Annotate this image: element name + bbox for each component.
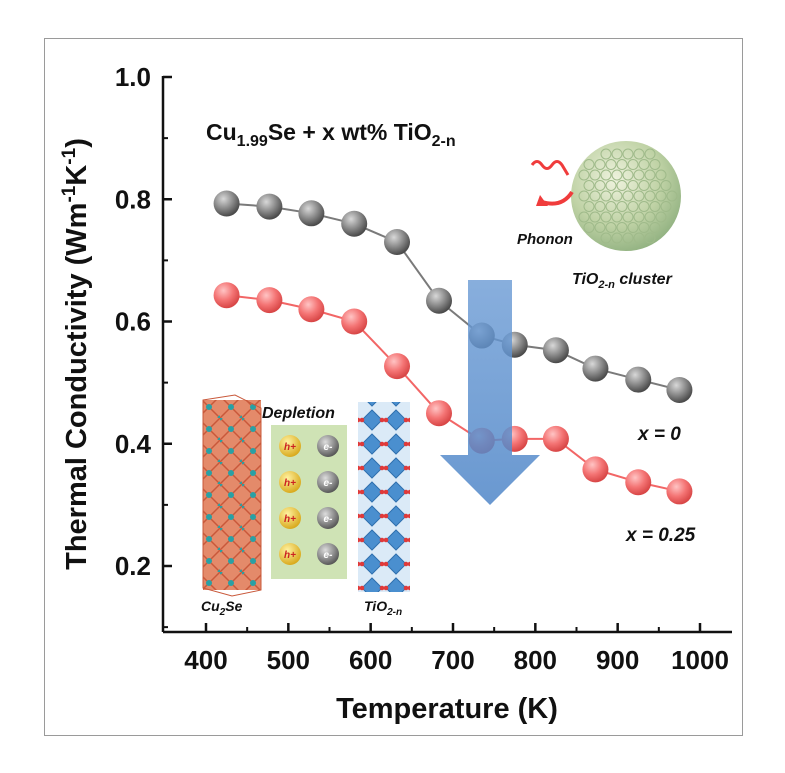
data-point-series-0 [625, 366, 652, 393]
x-tick-label: 700 [431, 645, 474, 675]
electron-carrier-label: e- [324, 550, 334, 561]
formula-label: Cu1.99Se + x wt% TiO2-n [206, 119, 456, 150]
phonon-label: Phonon [517, 231, 573, 248]
data-point-series-1 [625, 469, 652, 496]
electron-carrier-label: e- [324, 514, 334, 525]
data-point-series-0 [426, 287, 453, 314]
depletion-label: Depletion [262, 405, 335, 422]
cluster-label: TiO2-n cluster [572, 271, 673, 291]
y-ticks: 0.2 0.4 0.6 0.8 1.0 [115, 62, 172, 629]
phonon-scatter-arrow-icon [541, 190, 574, 206]
electron-carrier-label: e- [324, 442, 334, 453]
series-label-x0: x = 0 [637, 424, 681, 445]
figure-frame [44, 38, 743, 736]
x-axis-label: Temperature (K) [336, 693, 558, 725]
data-point-series-1 [542, 425, 569, 452]
x-ticks: 400 500 600 700 800 900 1000 [184, 623, 729, 675]
electron-carrier-icon [317, 471, 339, 493]
hole-carrier-icon [279, 471, 301, 493]
data-point-series-0 [384, 229, 411, 256]
tio2-structure-label: TiO2-n [364, 598, 402, 618]
x-tick-label: 800 [514, 645, 557, 675]
cu2se-structure-illustration [202, 394, 262, 597]
hole-carrier-label: h+ [284, 514, 296, 525]
tio2-structure-illustration [358, 402, 410, 592]
data-point-series-1 [582, 456, 609, 483]
electron-carrier-label: e- [324, 478, 334, 489]
hole-carrier-icon [279, 507, 301, 529]
data-point-series-0 [341, 210, 368, 237]
carrier-grid: h+ e-h+ e-h+ e-h+ e- [279, 435, 339, 565]
axes: 0.2 0.4 0.6 0.8 1.0 400 500 600 700 800 900 1000 [115, 62, 732, 675]
y-tick-label: 0.6 [115, 307, 151, 337]
hole-carrier-icon [279, 435, 301, 457]
series-label-x025: x = 0.25 [625, 525, 696, 546]
x-tick-label: 900 [596, 645, 639, 675]
y-tick-label: 0.8 [115, 184, 151, 214]
phonon-arrowhead-icon [536, 195, 548, 206]
data-point-series-1 [666, 478, 693, 505]
data-point-series-1 [213, 282, 240, 309]
x-tick-label: 1000 [671, 645, 729, 675]
y-tick-label: 0.2 [115, 551, 151, 581]
y-axis-label: Thermal Conductivity (Wm-1K-1) [59, 138, 93, 570]
y-tick-label: 0.4 [115, 429, 152, 459]
data-point-series-1 [256, 287, 283, 314]
cu2se-label: Cu2Se [201, 598, 243, 618]
electron-carrier-icon [317, 435, 339, 457]
data-point-series-0 [666, 376, 693, 403]
phonon-wave-icon [530, 160, 570, 176]
hole-carrier-label: h+ [284, 550, 296, 561]
tio2-cluster-illustration [571, 141, 681, 251]
data-point-series-1 [384, 353, 411, 380]
hole-carrier-label: h+ [284, 478, 296, 489]
electron-carrier-icon [317, 507, 339, 529]
data-point-series-0 [213, 190, 240, 217]
data-point-series-0 [582, 355, 609, 382]
hole-carrier-label: h+ [284, 442, 296, 453]
data-point-series-0 [256, 193, 283, 220]
x-tick-label: 500 [267, 645, 310, 675]
x-tick-label: 400 [184, 645, 227, 675]
y-tick-label: 1.0 [115, 62, 151, 92]
data-point-series-0 [542, 337, 569, 364]
x-tick-label: 600 [349, 645, 392, 675]
electron-carrier-icon [317, 543, 339, 565]
data-point-series-1 [426, 400, 453, 427]
hole-carrier-icon [279, 543, 301, 565]
data-point-series-1 [341, 308, 368, 335]
data-point-series-0 [298, 200, 325, 227]
decrease-arrow [440, 280, 540, 505]
data-point-series-1 [298, 296, 325, 323]
